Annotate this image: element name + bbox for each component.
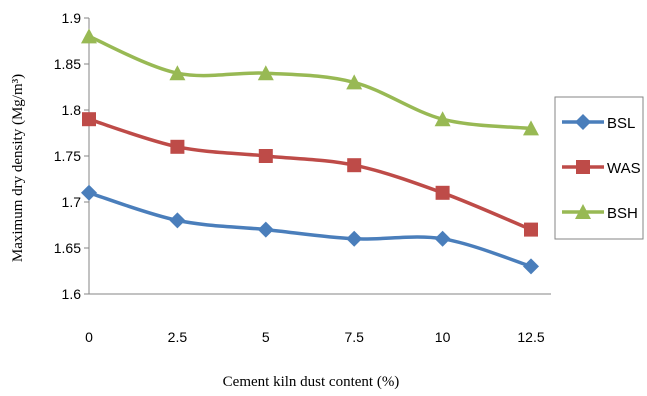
y-tick-label: 1.85 (54, 56, 81, 72)
legend-label-was: WAS (607, 160, 641, 177)
data-point-bsh (81, 28, 97, 44)
data-point-bsh (169, 65, 186, 81)
series-line-bsl (88, 191, 532, 269)
series-line-bsh (88, 34, 532, 131)
data-point-bsh (523, 120, 539, 136)
data-point-bsh (346, 74, 363, 90)
legend-items: BSL WAS BSH (562, 114, 641, 222)
y-tick-label: 1.75 (54, 148, 81, 164)
x-tick-label: 5 (262, 329, 270, 345)
x-tick-label: 12.5 (517, 329, 544, 345)
y-tick-label: 1.7 (62, 194, 82, 210)
data-point-bsh (434, 111, 451, 127)
legend-marker-bsh (575, 204, 591, 219)
x-ticks: 0 2.5 5 7.5 10 12.5 (85, 329, 545, 345)
data-point-bsl (346, 230, 363, 247)
data-point-was (170, 139, 185, 154)
x-tick-label: 2.5 (168, 329, 188, 345)
legend-marker-was (576, 160, 590, 174)
y-axis-title: Maximum dry density (Mg/m³) (10, 74, 26, 262)
legend-label-bsh: BSH (607, 205, 638, 222)
data-point-bsh (257, 65, 274, 81)
x-axis-title: Cement kiln dust content (%) (223, 374, 400, 390)
data-point-bsl (434, 230, 451, 247)
legend-label-bsl: BSL (607, 115, 635, 132)
x-tick-label: 7.5 (344, 329, 364, 345)
y-tick-label: 1.9 (62, 10, 82, 26)
x-tick-label: 10 (435, 329, 451, 345)
legend-marker-bsl (575, 114, 591, 130)
series-lines (88, 34, 532, 269)
plot-area: 1.6 1.65 1.7 1.75 1.8 1.85 1.9 0 2.5 5 7.5 10 12.5 (54, 10, 551, 345)
data-point-was (347, 158, 362, 173)
y-tick-label: 1.6 (62, 286, 82, 302)
data-point-bsl (81, 184, 97, 201)
x-tick-label: 0 (85, 329, 93, 345)
data-point-was (524, 222, 538, 237)
data-point-bsl (523, 258, 539, 275)
y-tick-label: 1.65 (54, 240, 81, 256)
series-line-was (88, 117, 532, 232)
series-markers (81, 28, 539, 275)
y-tick-label: 1.8 (62, 102, 82, 118)
data-point-was (258, 149, 273, 163)
data-point-bsl (169, 212, 186, 229)
data-point-was (435, 185, 450, 200)
data-point-was (82, 112, 96, 127)
data-point-bsl (257, 221, 274, 238)
y-ticks: 1.6 1.65 1.7 1.75 1.8 1.85 1.9 (54, 10, 89, 302)
legend: BSL WAS BSH (554, 96, 644, 240)
